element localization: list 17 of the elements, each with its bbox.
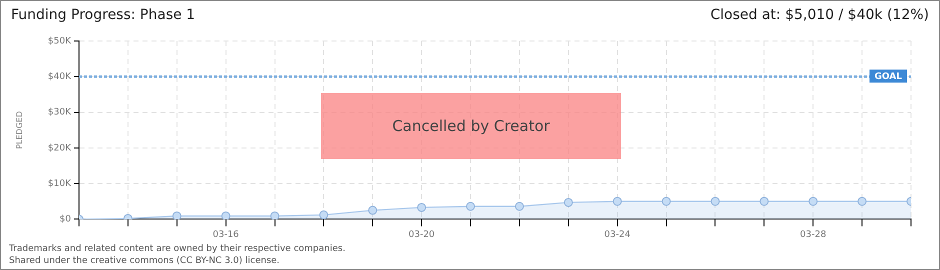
y-tick-label: $40K	[48, 72, 72, 82]
cancelled-banner: Cancelled by Creator	[321, 93, 621, 159]
ref-line-label: GOAL	[874, 72, 902, 82]
y-tick-label: $0	[60, 214, 72, 225]
y-tick-label: $30K	[48, 108, 72, 118]
text: Trademarks and related content are owned by their respective companies.	[9, 243, 346, 255]
x-tick-label: 03-28	[800, 230, 826, 240]
chart-title: Funding Progress: Phase 1	[11, 7, 196, 23]
y-tick-label: $50K	[48, 36, 72, 46]
x-tick-label: 03-20	[408, 230, 435, 240]
y-tick-label: $10K	[48, 178, 72, 189]
x-tick-label: 03-24	[604, 230, 631, 240]
y-axis-title: PLEDGED	[14, 111, 24, 150]
text: Shared under the creative commons (CC BY-NC 3.0) license.	[9, 255, 281, 267]
y-tick-label: $20K	[48, 143, 72, 154]
x-tick-label: 03-16	[212, 230, 240, 240]
chart-subtitle: Closed at: $5,010 / $40k (12%)	[710, 7, 929, 23]
